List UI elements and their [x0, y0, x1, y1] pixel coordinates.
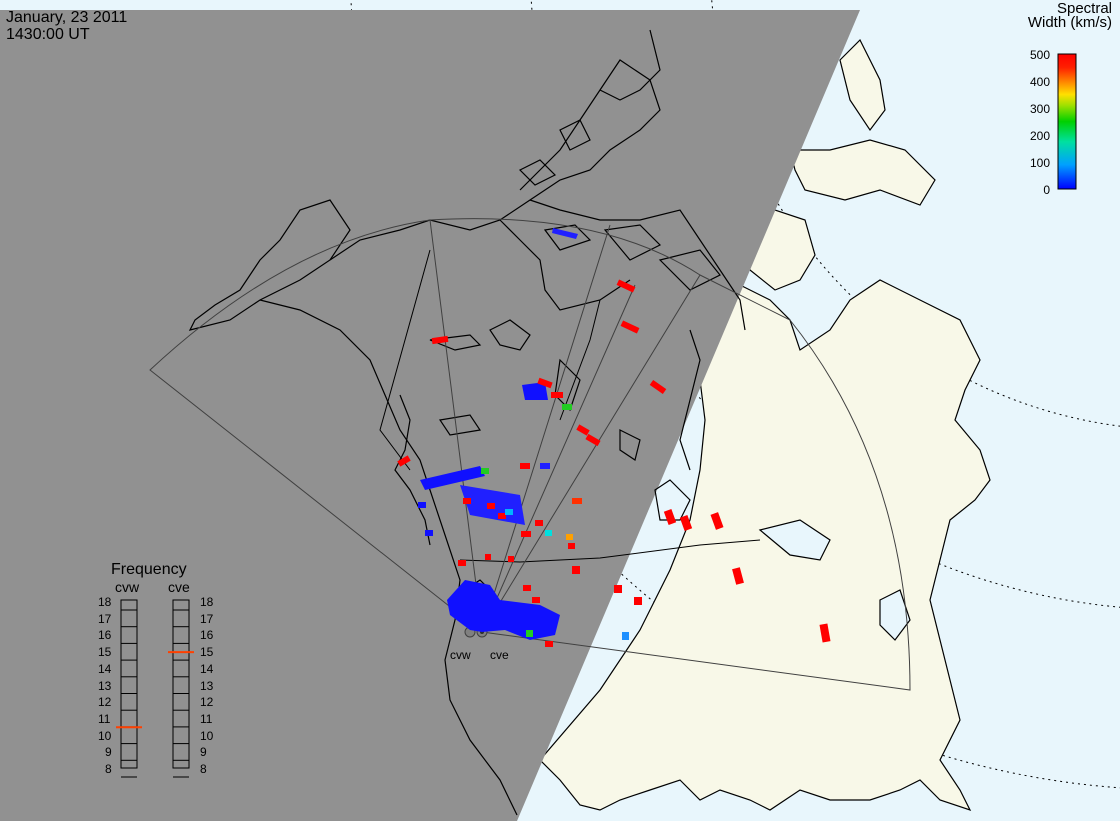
- echo-cell: [498, 513, 506, 519]
- echo-cluster-north: [522, 382, 548, 400]
- echo-cell: [537, 377, 553, 389]
- echo-cell: [649, 379, 667, 395]
- echo-cell: [710, 512, 724, 530]
- freq-scale-cvw: [120, 599, 138, 769]
- echo-cell: [614, 585, 622, 593]
- freq-tick-cve: 12: [200, 695, 214, 710]
- echo-cell: [481, 468, 489, 474]
- echo-cell: [620, 320, 640, 334]
- colorbar-tick-label: 200: [1029, 129, 1050, 143]
- land-day: [539, 38, 991, 812]
- freq-tick-cve: 15: [200, 645, 214, 660]
- echo-cell: [545, 641, 553, 647]
- colorbar-tick-label: 500: [1029, 48, 1050, 62]
- echo-cell: [576, 424, 590, 436]
- echo-cell: [819, 623, 831, 643]
- echo-cell: [568, 543, 575, 549]
- colorbar-tick-label: 100: [1029, 156, 1050, 170]
- echo-far-north: [552, 228, 578, 239]
- freq-tick-cvw: 11: [98, 711, 111, 726]
- echo-cell: [526, 630, 533, 637]
- echo-arc-west: [420, 466, 485, 490]
- freq-tick-cve: 10: [200, 728, 214, 743]
- echo-cell: [508, 556, 514, 562]
- freq-tick-cve: 16: [200, 628, 214, 643]
- freq-tick-cve: 17: [200, 611, 214, 626]
- echo-cell: [572, 566, 580, 574]
- echo-cell: [463, 498, 471, 504]
- colorbar-tick-label: 300: [1029, 102, 1050, 116]
- freq-tick-cvw: 10: [98, 728, 112, 743]
- freq-tick-cvw: 12: [98, 695, 112, 710]
- date-label: January, 23 2011: [6, 9, 128, 26]
- freq-tick-cve: 8: [200, 762, 207, 776]
- echo-cell: [679, 515, 693, 531]
- site-label-cve: cve: [490, 648, 509, 662]
- echo-cell: [572, 498, 582, 504]
- site-label-cvw: cvw: [450, 648, 471, 662]
- echo-cell: [566, 534, 573, 540]
- freq-scale-cve: [172, 599, 190, 769]
- echo-cell: [418, 502, 426, 508]
- echo-cell: [535, 520, 543, 526]
- freq-tick-cve: 11: [200, 711, 213, 726]
- freq-tick-cvw: 18: [98, 595, 112, 609]
- echo-cluster-east: [500, 600, 560, 640]
- colorbar-tick-label: 400: [1029, 75, 1050, 89]
- echo-cell: [487, 503, 495, 509]
- echo-cluster-near-field: [447, 580, 510, 632]
- freq-tick-cvw: 15: [98, 645, 112, 660]
- freq-label-cvw: cvw: [115, 579, 140, 595]
- echo-cell: [532, 597, 540, 603]
- echo-cell: [523, 585, 531, 591]
- echo-cell: [562, 404, 572, 410]
- colorbar-units: Width (km/s): [1027, 14, 1112, 31]
- echo-cell: [458, 560, 466, 566]
- echo-cell: [585, 433, 601, 447]
- echo-cell: [397, 455, 411, 467]
- night-shading: [0, 10, 860, 821]
- freq-tick-cve: 9: [200, 745, 207, 760]
- freq-tick-cve: 13: [200, 678, 214, 693]
- echo-cell: [431, 335, 449, 345]
- freq-tick-cvw: 17: [98, 611, 112, 626]
- echo-cell: [545, 530, 552, 536]
- radar-fov: [149, 218, 911, 691]
- echo-cell: [622, 632, 629, 640]
- freq-tick-cvw: 16: [98, 628, 112, 643]
- freq-tick-cve: 14: [200, 661, 214, 676]
- echo-cell: [551, 392, 563, 398]
- freq-tick-cvw: 8: [105, 762, 112, 776]
- echo-cell: [732, 567, 744, 585]
- freq-tick-cvw: 14: [98, 661, 112, 676]
- frequency-title: Frequency: [111, 561, 187, 578]
- backscatter-echoes: [397, 228, 831, 647]
- colorbar-gradient: [1057, 53, 1077, 190]
- political-boundaries: [379, 249, 761, 563]
- echo-cell: [616, 279, 636, 293]
- echo-cell: [540, 463, 550, 469]
- freq-tick-cvw: 13: [98, 678, 112, 693]
- echo-cell: [485, 554, 491, 560]
- echo-cell: [634, 597, 642, 605]
- echo-cell: [663, 509, 677, 525]
- colorbar-title: Spectral: [1056, 0, 1112, 17]
- echo-cell: [505, 509, 513, 515]
- colorbar-tick-label: 0: [1043, 183, 1050, 197]
- echo-cell: [521, 531, 531, 537]
- freq-tick-cve: 18: [200, 595, 214, 609]
- echo-cell: [425, 530, 433, 536]
- frequency-scales: [116, 599, 194, 778]
- colorbar: [1057, 53, 1077, 190]
- freq-label-cve: cve: [168, 579, 190, 595]
- freq-tick-cvw: 9: [105, 745, 112, 760]
- echo-cell: [520, 463, 530, 469]
- time-label: 1430:00 UT: [6, 26, 90, 43]
